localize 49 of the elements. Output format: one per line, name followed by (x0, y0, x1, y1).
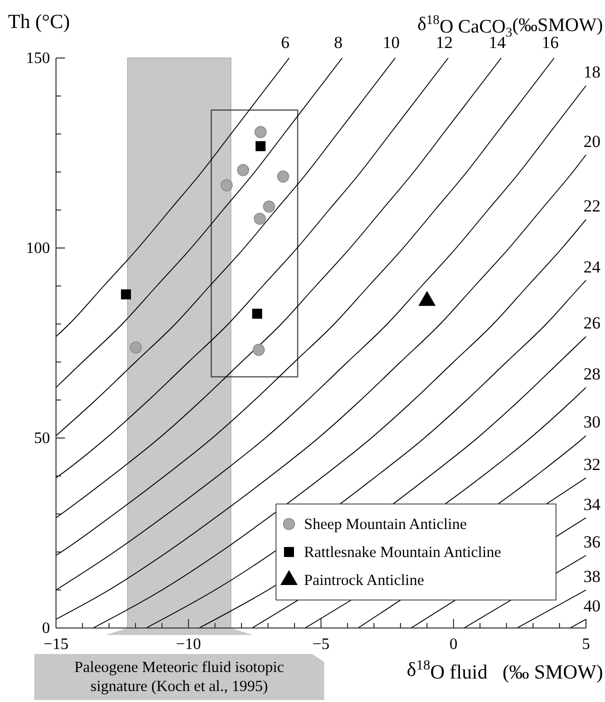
series-label: 36 (584, 532, 600, 552)
x-tick-label: −15 (43, 636, 69, 653)
point (254, 126, 267, 138)
series-label: 16 (542, 33, 559, 52)
point (130, 342, 142, 354)
series-label: 22 (584, 196, 600, 216)
point (237, 164, 250, 176)
line-series (56, 58, 502, 518)
series-label: 26 (584, 314, 600, 333)
legend-label: Paintrock Anticline (304, 572, 424, 589)
line-series (56, 58, 343, 388)
text: Paleogene Meteoric fluid isotopic signature (Koch et al., 1995) (74, 659, 284, 695)
series-label: 24 (584, 257, 601, 276)
point (120, 289, 131, 300)
x-tick-label: −10 (176, 636, 202, 653)
point (254, 212, 266, 225)
line-series (56, 58, 290, 337)
y-tick-label: 0 (42, 620, 50, 637)
series-label: 10 (382, 33, 400, 52)
series-label: 40 (584, 596, 600, 616)
point (263, 200, 276, 213)
x-tick-label: −5 (312, 636, 330, 653)
line-series (56, 58, 449, 478)
x-tick-label: 0 (450, 636, 458, 653)
point (252, 344, 265, 356)
point (277, 170, 290, 183)
series-label: 38 (584, 567, 600, 586)
series-label: 34 (584, 494, 601, 514)
series-label: 8 (334, 33, 342, 52)
series-label: 32 (584, 454, 600, 474)
line-series (56, 58, 396, 436)
series-label: 20 (584, 132, 600, 151)
y-axis-title: Th (°C) (8, 11, 70, 33)
series-label: 28 (584, 364, 600, 384)
series-label: 6 (280, 33, 290, 52)
x-axis-title: δ$^{18}$O fluid (‰ SMOW) (406, 658, 603, 684)
y-tick-label: 100 (26, 240, 50, 257)
legend-label: Sheep Mountain Anticline (304, 516, 467, 533)
point (252, 308, 262, 319)
x-tick-label: 5 (582, 636, 590, 653)
series-label: 14 (488, 33, 506, 52)
series-label: 18 (584, 62, 600, 82)
y-tick-label: 50 (34, 430, 50, 447)
series-label: 30 (584, 412, 600, 432)
legend-label: Rattlesnake Mountain Anticline (304, 544, 502, 561)
point (220, 179, 233, 192)
point (256, 141, 266, 152)
y-tick-label: 150 (26, 50, 50, 67)
line-series (56, 58, 555, 556)
